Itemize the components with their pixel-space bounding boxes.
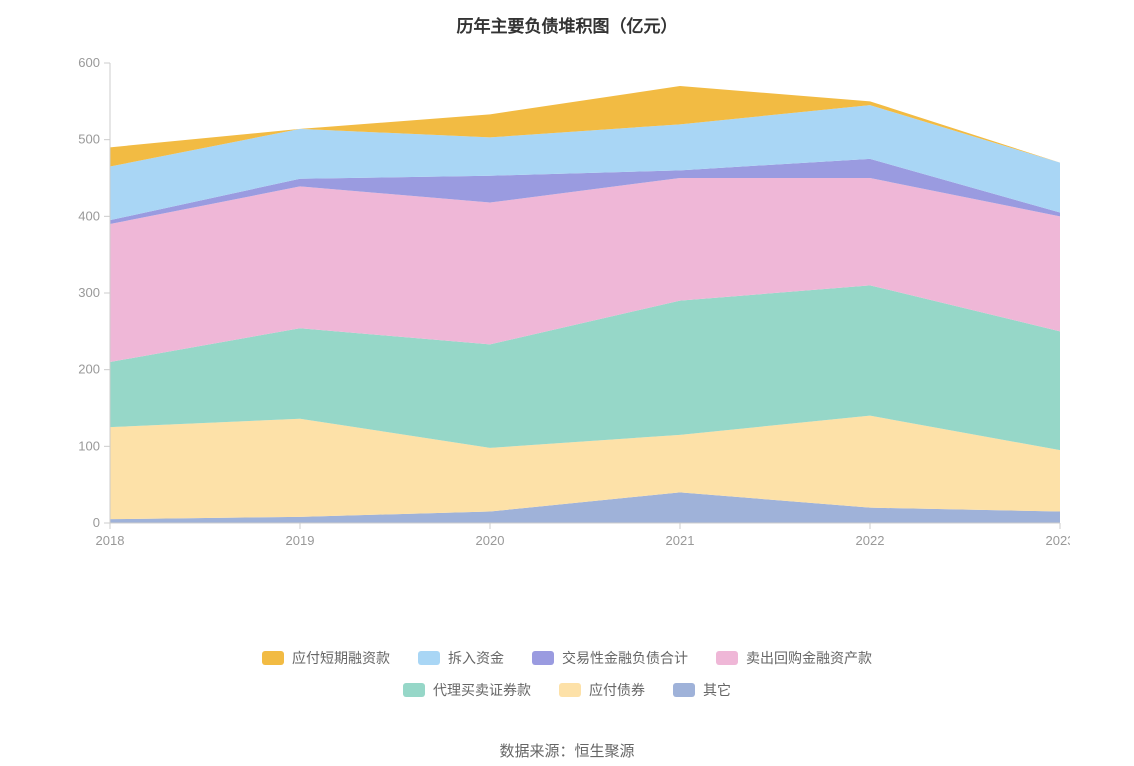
chart-area: 0 100 200 300 400 500 600 2018 2019 2020 2021 2022 2… [60,43,1074,558]
legend-swatch-icon [559,683,581,697]
x-tick-label: 2021 [666,533,695,548]
x-tick-label: 2020 [476,533,505,548]
legend-swatch-icon [673,683,695,697]
legend-label: 拆入资金 [448,648,504,668]
legend-label: 应付债券 [589,680,645,700]
y-tick-label: 300 [78,285,100,300]
legend-label: 代理买卖证券款 [433,680,531,700]
legend-swatch-icon [716,651,738,665]
stacked-area-chart: 0 100 200 300 400 500 600 2018 2019 2020 2021 2022 2… [60,43,1070,553]
y-tick-label: 200 [78,362,100,377]
legend-label: 卖出回购金融资产款 [746,648,872,668]
x-tick-label: 2018 [96,533,125,548]
x-tick-label: 2022 [856,533,885,548]
y-tick-label: 600 [78,55,100,70]
data-source-note: 数据来源：恒生聚源 [0,740,1134,761]
y-tick-label: 500 [78,132,100,147]
legend-label: 应付短期融资款 [292,648,390,668]
legend-swatch-icon [262,651,284,665]
y-tick-label: 100 [78,438,100,453]
x-tick-label: 2023 [1046,533,1070,548]
legend-swatch-icon [403,683,425,697]
legend-row: 应付短期融资款 拆入资金 交易性金融负债合计 卖出回购金融资产款 [262,648,872,668]
legend-item-repo[interactable]: 卖出回购金融资产款 [716,648,872,668]
legend-label: 其它 [703,680,731,700]
legend-item-other[interactable]: 其它 [673,680,731,700]
legend-item-interbank[interactable]: 拆入资金 [418,648,504,668]
legend-swatch-icon [418,651,440,665]
legend-swatch-icon [532,651,554,665]
y-tick-label: 400 [78,208,100,223]
legend-label: 交易性金融负债合计 [562,648,688,668]
legend-item-agency_sec[interactable]: 代理买卖证券款 [403,680,531,700]
legend-item-trading_liab[interactable]: 交易性金融负债合计 [532,648,688,668]
y-tick-label: 0 [93,515,100,530]
x-tick-label: 2019 [286,533,315,548]
page: 历年主要负债堆积图（亿元） 0 100 200 300 400 500 600 2018 201… [0,0,1134,766]
chart-title: 历年主要负债堆积图（亿元） [0,0,1134,43]
legend-row: 代理买卖证券款 应付债券 其它 [403,680,731,700]
legend-item-bonds_payable[interactable]: 应付债券 [559,680,645,700]
legend: 应付短期融资款 拆入资金 交易性金融负债合计 卖出回购金融资产款代理买卖证券款 应付债券… [0,648,1134,700]
legend-item-stfin[interactable]: 应付短期融资款 [262,648,390,668]
